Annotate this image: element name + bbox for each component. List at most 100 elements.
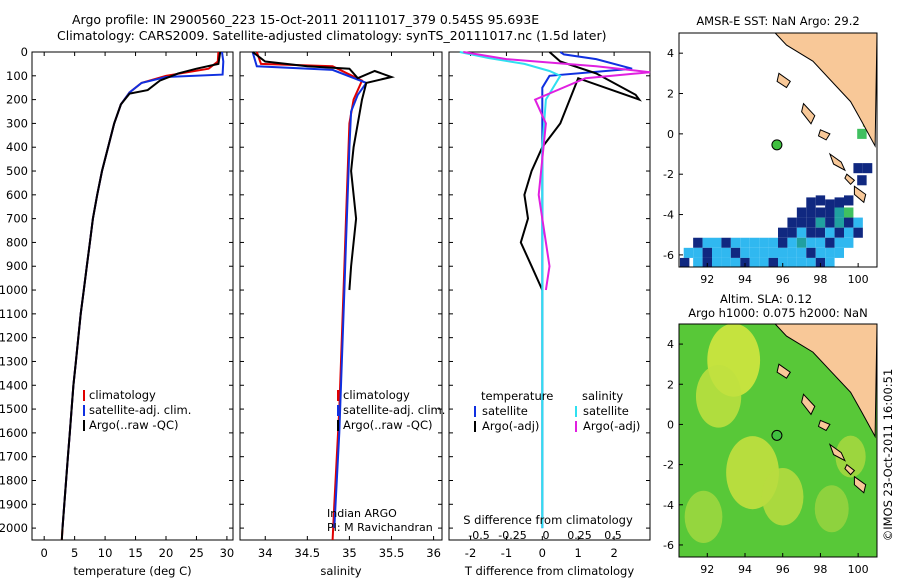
salinity-series-line	[251, 51, 368, 529]
sla-anomaly-blob	[835, 435, 866, 478]
depth-tick-label: 1900	[0, 497, 28, 511]
sst-cell	[844, 195, 854, 206]
sst-cell	[787, 227, 797, 238]
sla-anomaly-blob	[695, 364, 742, 428]
depth-tick-label: 100	[6, 69, 28, 83]
sst-cell	[853, 163, 863, 174]
depth-tick-label: 1400	[0, 378, 28, 392]
sst-cell	[721, 237, 731, 248]
sst_map-ytick-label: -2	[663, 168, 674, 181]
temperature-xlabel: temperature (deg C)	[73, 564, 191, 578]
sla_map-panel: 92 94 96 98 100 -6 -4 -2 0 2 4	[663, 323, 878, 576]
temperature-xtick-label: 30	[220, 546, 235, 560]
depth-tick-label: 400	[6, 140, 28, 154]
depth-tick-label: 300	[6, 116, 28, 130]
difference-series-line	[463, 51, 651, 291]
sla_map-float-marker	[771, 429, 783, 441]
sst-cell	[787, 237, 797, 248]
sst-cell	[787, 217, 797, 228]
sst-cell	[796, 207, 807, 218]
sst-cell	[778, 257, 788, 267]
sst_map-xtick-label: 96	[776, 273, 790, 286]
sst-cell	[796, 247, 807, 258]
sst-cell	[834, 207, 844, 218]
sst-cell	[796, 237, 807, 248]
sst-cell	[844, 207, 854, 218]
sst-cell	[815, 195, 826, 206]
sst_map-plot-area	[679, 33, 877, 267]
land-simeulue	[776, 72, 791, 89]
sst-cell	[857, 175, 867, 186]
temperature-series-line	[60, 51, 222, 541]
sst-cell	[853, 227, 863, 238]
depth-tick-label: 700	[6, 212, 28, 226]
land-nias	[801, 393, 816, 416]
sst-cell	[857, 128, 867, 139]
difference-xtick-label: 2	[610, 546, 617, 560]
salinity-legend-label: climatology	[343, 388, 410, 402]
sst-cell	[787, 257, 797, 267]
sst-cell	[759, 257, 769, 267]
sst-cell	[721, 257, 731, 267]
difference-frame	[448, 51, 651, 541]
difference-legend-header: temperature	[481, 389, 553, 403]
sst_map-ytick-label: -4	[663, 209, 674, 222]
difference-x2tick-label: 0	[543, 529, 550, 542]
sst-cell	[825, 237, 835, 248]
credit-text: ©IMOS 23-Oct-2011 16:00:51	[881, 369, 895, 542]
sla_map-ytick-label: 0	[667, 418, 674, 431]
sst-cell	[787, 247, 797, 258]
sst-cell	[815, 207, 826, 218]
land-batu	[817, 419, 831, 432]
sst-cell	[679, 257, 690, 267]
difference-panel: -2 -1 0 1 2 T difference from climatology -0.5…	[448, 51, 651, 578]
depth-tick-label: 1700	[0, 450, 28, 464]
figure-title-line2: Climatology: CARS2009. Satellite-adjuste…	[57, 28, 607, 43]
difference-series-line	[459, 51, 562, 529]
sst-cell	[806, 257, 816, 267]
sst-cell	[683, 247, 694, 258]
sst-cell	[806, 237, 816, 248]
depth-tick-label: 2000	[0, 521, 28, 535]
sst-cell	[815, 217, 826, 228]
sst-cell	[834, 237, 844, 248]
sst-cell	[702, 237, 712, 248]
sst-cell	[778, 237, 788, 248]
salinity-frame	[239, 51, 443, 541]
sst-cell	[815, 247, 826, 258]
sst-cell	[778, 227, 788, 238]
sst-cell	[815, 257, 826, 267]
temperature-xtick-label: 0	[41, 546, 48, 560]
difference-x2tick-label: -0.5	[468, 529, 489, 542]
land-siberut	[828, 152, 846, 172]
sst-cell	[844, 227, 854, 238]
depth-tick-label: 900	[6, 259, 28, 273]
sst-cell	[749, 237, 760, 248]
sst-cell	[759, 247, 769, 258]
sst-cell	[853, 217, 863, 228]
sst-cell	[749, 247, 760, 258]
difference-x2tick-label: 0.5	[604, 529, 622, 542]
depth-tick-label: 600	[6, 188, 28, 202]
sla-map-title-line: Argo h1000: 0.075 h2000: NaN	[688, 306, 867, 320]
land-pagai	[853, 185, 867, 204]
sst-cell	[834, 217, 844, 228]
sst-cell	[825, 207, 835, 218]
sla-anomaly-blob	[761, 468, 804, 526]
sst-cell	[806, 247, 816, 258]
sst_map-ytick-label: 2	[667, 88, 674, 101]
temperature-legend-label: climatology	[89, 388, 156, 402]
sst-cell	[740, 257, 750, 267]
sst-cell	[825, 247, 835, 258]
sla-anomaly-blob	[814, 485, 849, 533]
sla_map-ytick-label: -2	[663, 459, 674, 472]
sla_map-xtick-label: 92	[700, 563, 714, 576]
sla_map-xtick-label: 94	[738, 563, 752, 576]
land-sumatra	[774, 324, 877, 439]
difference-x2tick-label: 0.25	[567, 529, 592, 542]
salinity-panel: 34 34.5 35 35.5 36 salinity climatologysatelli…	[239, 51, 445, 578]
salinity-xtick-label: 34.5	[295, 546, 321, 560]
sst-cell	[759, 237, 769, 248]
sst-cell	[778, 247, 788, 258]
